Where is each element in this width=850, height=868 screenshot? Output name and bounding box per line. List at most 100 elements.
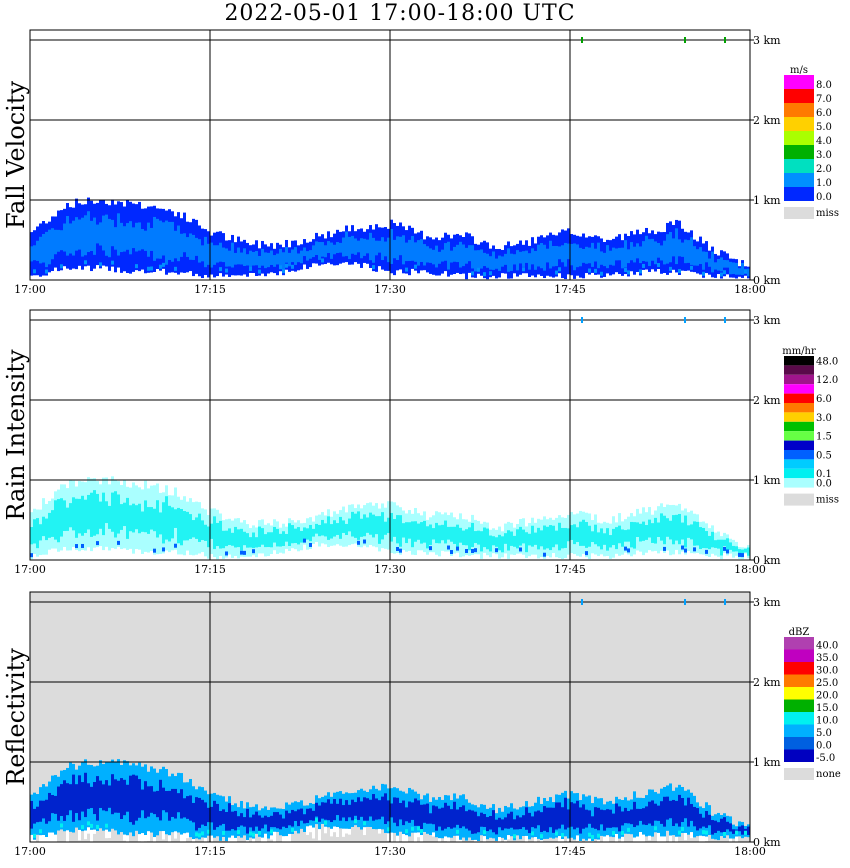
echo-core <box>192 802 195 823</box>
echo-core <box>297 527 300 545</box>
legend-unit: m/s <box>790 65 808 76</box>
echo-core <box>540 530 543 547</box>
echo-core <box>561 527 564 549</box>
echo-core <box>387 800 390 822</box>
echo-core <box>183 798 186 818</box>
echo-core <box>567 243 570 260</box>
echo-core <box>174 509 177 528</box>
echo-core <box>591 242 594 267</box>
echo-core <box>105 214 108 256</box>
echo-core <box>111 492 114 532</box>
echo-core <box>735 546 738 552</box>
echo-core <box>714 262 717 270</box>
echo-core <box>462 244 465 267</box>
echo-highlight <box>705 549 708 554</box>
echo-core <box>309 524 312 542</box>
echo-core <box>177 793 180 813</box>
legend-miss-swatch <box>784 768 814 780</box>
echo-core <box>303 247 306 257</box>
echo-core <box>45 518 48 541</box>
echo-highlight <box>309 542 312 547</box>
echo-core <box>678 513 681 545</box>
echo-highlight <box>135 264 138 269</box>
echo-core <box>192 520 195 538</box>
echo-core <box>393 797 396 823</box>
echo-highlight <box>513 834 516 839</box>
no-echo-gap <box>438 838 441 842</box>
echo-core <box>582 519 585 546</box>
echo-core <box>684 805 687 819</box>
echo-core <box>498 255 501 271</box>
echo-core <box>702 251 705 270</box>
echo-core <box>159 220 162 259</box>
echo-core <box>561 245 564 263</box>
echo-core <box>564 527 567 548</box>
echo-core <box>120 222 123 253</box>
echo-core <box>90 492 93 537</box>
echo-core <box>606 809 609 828</box>
echo-core <box>225 812 228 831</box>
no-echo-gap <box>51 832 54 842</box>
echo-core <box>69 784 72 811</box>
echo-core <box>528 533 531 546</box>
echo-core <box>480 531 483 552</box>
x-tick-label: 17:00 <box>14 563 46 576</box>
echo-core <box>99 222 102 246</box>
no-echo-gap <box>561 839 564 842</box>
echo-core <box>738 268 741 275</box>
echo-core <box>720 539 723 556</box>
legend-label: 25.0 <box>816 678 838 689</box>
echo-core <box>258 815 261 832</box>
echo-core <box>621 811 624 826</box>
echo-core <box>312 245 315 258</box>
echo-core <box>501 536 504 553</box>
echo-core <box>507 813 510 829</box>
echo-core <box>78 775 81 821</box>
legend-miss-label: miss <box>816 495 839 506</box>
no-echo-gap <box>405 835 408 842</box>
legend-label: 8.0 <box>816 80 832 91</box>
legend-swatch <box>784 403 814 413</box>
no-echo-gap <box>144 835 147 842</box>
echo-highlight <box>723 831 726 836</box>
echo-core <box>36 240 39 261</box>
echo-core <box>231 532 234 546</box>
echo-core <box>723 817 726 835</box>
echo-core <box>687 797 690 827</box>
echo-core <box>663 796 666 827</box>
echo-highlight <box>477 267 480 272</box>
no-echo-gap <box>147 831 150 841</box>
no-echo-gap <box>261 837 264 842</box>
echo-core <box>411 235 414 261</box>
echo-core <box>405 807 408 822</box>
panel-ylabel: Rain Intensity <box>2 349 30 521</box>
echo-highlight <box>531 831 534 836</box>
echo-core <box>612 247 615 266</box>
echo-core <box>312 528 315 537</box>
echo-core <box>570 802 573 827</box>
legend-swatch <box>784 637 814 650</box>
echo-core <box>228 250 231 267</box>
x-tick-label: 17:00 <box>14 845 46 858</box>
no-echo-gap <box>633 837 636 842</box>
echo-core <box>354 513 357 538</box>
echo-core <box>105 501 108 524</box>
echo-core <box>114 227 117 250</box>
echo-core <box>204 524 207 541</box>
echo-core <box>666 234 669 264</box>
legend-swatch <box>784 749 814 762</box>
echo-core <box>126 223 129 250</box>
echo-highlight <box>612 831 615 836</box>
echo-highlight <box>99 262 102 267</box>
echo-highlight <box>252 832 255 837</box>
echo-core <box>267 252 270 268</box>
echo-core <box>330 242 333 259</box>
echo-core <box>207 807 210 823</box>
echo-core <box>453 246 456 262</box>
echo-core <box>354 802 357 816</box>
echo-core <box>381 237 384 261</box>
echo-core <box>285 247 288 263</box>
echo-core <box>645 525 648 540</box>
legend-label: 1.0 <box>816 178 832 189</box>
echo-core <box>627 810 630 824</box>
